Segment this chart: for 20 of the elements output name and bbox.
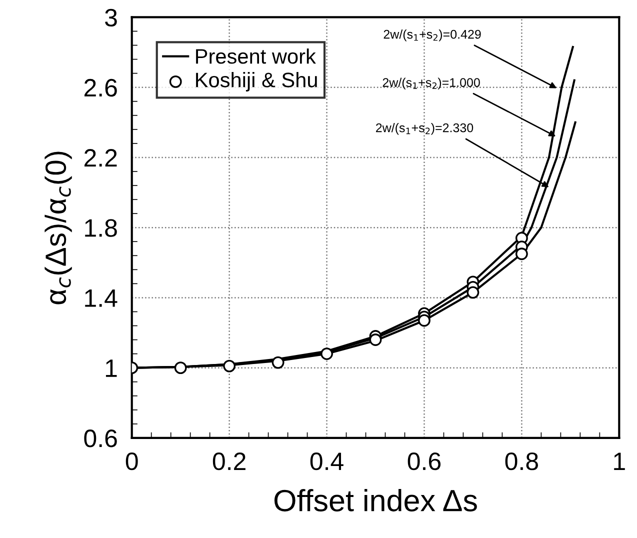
y-axis-title: α$_{c}$(Δs)/α$_{c}$(0) [44,152,72,304]
x-tick-label: 0.2 [212,452,246,470]
y-tick-label: 2.2 [84,149,117,167]
x-tick-label: 0.6 [408,452,441,470]
annotation: 2w/(s$_{1}$+s$_{2}$)=0.429 [384,30,481,42]
legend-label: Koshiji & Shu [196,72,317,92]
y-tick-label: 2.6 [84,78,117,97]
y-tick-label: 3 [105,8,117,27]
y-tick-label: 1.4 [85,290,118,307]
y-tick-label: 0.6 [84,430,117,448]
x-axis-title: Offset index Δs [274,489,477,512]
x-tick-label: 0 [126,452,138,470]
x-tick-label: 0.4 [310,452,344,470]
annotation: 2w/(s$_{1}$+s$_{2}$)=1.000 [382,78,480,90]
x-tick-label: 0.8 [505,452,538,470]
annotation: 2w/(s$_{1}$+s$_{2}$)=2.330 [376,123,474,135]
y-tick-label: 1.8 [85,219,117,237]
x-tick-label: 1 [614,452,625,470]
y-tick-label: 1 [106,360,117,377]
legend-label: Present work [196,48,316,64]
